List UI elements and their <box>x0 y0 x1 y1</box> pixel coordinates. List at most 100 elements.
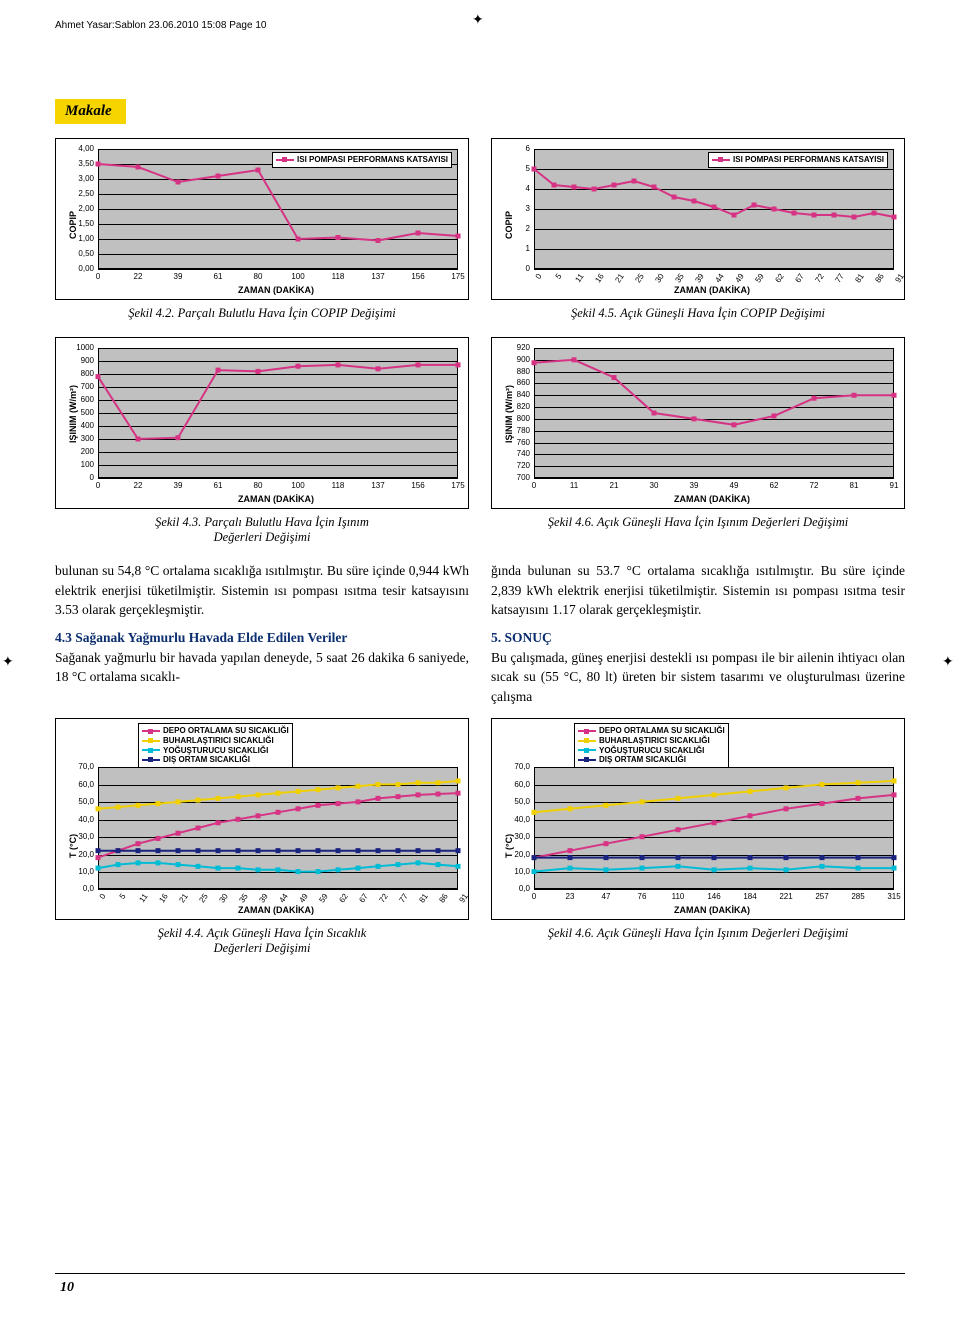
y-tick: 900 <box>502 355 530 364</box>
x-tick: 39 <box>693 272 705 284</box>
y-tick: 800 <box>66 369 94 378</box>
x-tick: 16 <box>593 272 605 284</box>
x-tick: 44 <box>277 892 289 904</box>
x-tick: 156 <box>411 481 424 490</box>
y-tick: 40,0 <box>502 815 530 824</box>
text-col-left: bulunan su 54,8 °C ortalama sıcaklığa ıs… <box>55 561 469 706</box>
gridline <box>534 889 894 890</box>
chart-row-1: 0,000,501,001,502,002,503,003,504,000223… <box>55 138 905 329</box>
x-tick: 62 <box>770 481 779 490</box>
x-tick: 22 <box>134 481 143 490</box>
y-tick: 720 <box>502 461 530 470</box>
col-ch45: 0123456051116212530353944495962677277818… <box>491 138 905 329</box>
x-tick: 21 <box>613 272 625 284</box>
chart-45-box: 0123456051116212530353944495962677277818… <box>491 138 905 300</box>
x-tick: 49 <box>733 272 745 284</box>
chart-42-box: 0,000,501,001,502,002,503,003,504,000223… <box>55 138 469 300</box>
x-tick: 16 <box>157 892 169 904</box>
x-tick: 11 <box>570 481 578 490</box>
y-tick: 0 <box>502 264 530 273</box>
chart-43: 0100200300400500600700800900100002239618… <box>56 338 468 508</box>
x-tick: 91 <box>890 481 899 490</box>
x-tick: 23 <box>566 892 575 901</box>
legend: DEPO ORTALAMA SU SICAKLIĞIBUHARLAŞTIRICI… <box>574 723 729 767</box>
x-tick: 21 <box>610 481 619 490</box>
heading-5: 5. SONUÇ <box>491 630 905 646</box>
x-tick: 0 <box>532 481 536 490</box>
y-axis-label: COPIP <box>68 211 78 239</box>
page-content: 0,000,501,001,502,002,503,003,504,000223… <box>55 138 905 964</box>
x-tick: 100 <box>291 481 304 490</box>
x-tick: 59 <box>753 272 765 284</box>
x-tick: 39 <box>174 272 183 281</box>
y-axis-label: IŞINIM (W/m²) <box>68 385 78 443</box>
series-svg <box>534 767 894 889</box>
x-tick: 30 <box>653 272 665 284</box>
y-axis-label: COPIP <box>504 211 514 239</box>
y-tick: 2,50 <box>66 189 94 198</box>
x-tick: 77 <box>833 272 845 284</box>
x-tick: 184 <box>743 892 756 901</box>
x-tick: 81 <box>853 272 865 284</box>
chart-45: 0123456051116212530353944495962677277818… <box>492 139 904 299</box>
crop-mark-left: ✦ <box>2 654 18 670</box>
x-tick: 315 <box>887 892 900 901</box>
chart-46b-box: 0,010,020,030,040,050,060,070,0023477611… <box>491 718 905 920</box>
chart-43-box: 0100200300400500600700800900100002239618… <box>55 337 469 509</box>
y-tick: 60,0 <box>66 780 94 789</box>
x-tick: 285 <box>851 892 864 901</box>
footer-rule <box>55 1273 905 1274</box>
x-tick: 175 <box>451 481 464 490</box>
x-tick: 59 <box>317 892 329 904</box>
col-ch46b: 0,010,020,030,040,050,060,070,0023477611… <box>491 718 905 964</box>
y-tick: 3,00 <box>66 174 94 183</box>
x-tick: 0 <box>96 272 100 281</box>
y-axis-label: T (°C) <box>68 834 78 858</box>
y-tick: 0,0 <box>502 884 530 893</box>
x-tick: 5 <box>554 272 564 281</box>
series-svg <box>534 348 894 478</box>
y-tick: 50,0 <box>502 797 530 806</box>
x-tick: 76 <box>638 892 647 901</box>
y-tick: 0,50 <box>66 249 94 258</box>
x-tick: 86 <box>873 272 885 284</box>
x-tick: 0 <box>532 892 536 901</box>
x-tick: 39 <box>174 481 183 490</box>
x-tick: 25 <box>633 272 645 284</box>
caption-44-a: Şekil 4.4. Açık Güneşli Hava İçin Sıcakl… <box>158 926 367 940</box>
col-ch46: 7007207407607808008208408608809009200112… <box>491 337 905 553</box>
x-tick: 0 <box>98 892 108 901</box>
x-tick: 39 <box>257 892 269 904</box>
crop-mark-right: ✦ <box>942 654 958 670</box>
y-tick: 4 <box>502 184 530 193</box>
x-tick: 80 <box>254 272 263 281</box>
x-tick: 61 <box>214 481 223 490</box>
section-tab-makale: Makale <box>55 99 126 124</box>
gridline <box>98 269 458 270</box>
x-tick: 146 <box>707 892 720 901</box>
y-tick: 0,00 <box>66 264 94 273</box>
y-tick: 0 <box>66 473 94 482</box>
legend: DEPO ORTALAMA SU SICAKLIĞIBUHARLAŞTIRICI… <box>138 723 293 767</box>
chart-44-box: 0,010,020,030,040,050,060,070,0051116212… <box>55 718 469 920</box>
x-tick: 39 <box>690 481 699 490</box>
y-tick: 10,0 <box>502 867 530 876</box>
x-tick: 47 <box>602 892 611 901</box>
x-tick: 118 <box>332 481 345 490</box>
x-tick: 100 <box>291 272 304 281</box>
y-tick: 4,00 <box>66 144 94 153</box>
x-tick: 21 <box>177 892 189 904</box>
y-tick: 6 <box>502 144 530 153</box>
x-tick: 62 <box>773 272 785 284</box>
x-tick: 61 <box>214 272 223 281</box>
x-tick: 22 <box>134 272 143 281</box>
y-tick: 900 <box>66 356 94 365</box>
x-axis-label: ZAMAN (DAKİKA) <box>674 494 750 504</box>
x-tick: 49 <box>730 481 739 490</box>
col-ch42: 0,000,501,001,502,002,503,003,504,000223… <box>55 138 469 329</box>
caption-43: Şekil 4.3. Parçalı Bulutlu Hava İçin Işı… <box>55 515 469 545</box>
x-tick: 0 <box>534 272 544 281</box>
legend: ISI POMPASI PERFORMANS KATSAYISI <box>708 152 888 168</box>
caption-42: Şekil 4.2. Parçalı Bulutlu Hava İçin COP… <box>55 306 469 321</box>
chart-42: 0,000,501,001,502,002,503,003,504,000223… <box>56 139 468 299</box>
